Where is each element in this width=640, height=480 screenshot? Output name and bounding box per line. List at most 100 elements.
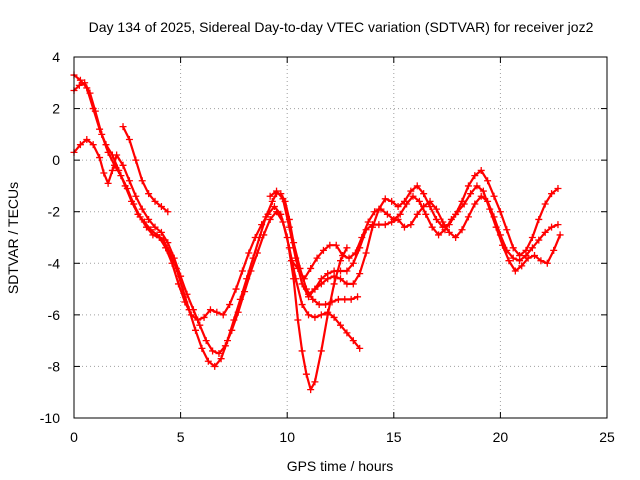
- data-point: [467, 190, 475, 198]
- data-point: [531, 252, 539, 260]
- data-point: [247, 267, 255, 275]
- y-tick-labels: 4 2 0 -2 -4 -6 -8 -10: [40, 49, 60, 426]
- x-tick-label: 15: [386, 429, 402, 445]
- data-point: [356, 270, 364, 278]
- series-track-6: [305, 166, 562, 298]
- data-point: [273, 187, 281, 195]
- data-point: [454, 208, 462, 216]
- data-point: [138, 177, 146, 185]
- data-point: [354, 293, 362, 301]
- data-point: [334, 295, 342, 303]
- data-point: [535, 215, 543, 223]
- data-point: [168, 259, 176, 267]
- data-point: [145, 190, 153, 198]
- data-point: [226, 301, 234, 309]
- data-point: [177, 272, 185, 280]
- data-point: [368, 223, 376, 231]
- data-point: [471, 172, 479, 180]
- data-point: [317, 280, 325, 288]
- data-point: [198, 344, 206, 352]
- data-point: [396, 210, 404, 218]
- data-point: [307, 386, 315, 394]
- data-point: [268, 197, 276, 205]
- y-tick-label: -10: [40, 410, 60, 426]
- y-tick-label: -8: [48, 358, 61, 374]
- data-point: [209, 347, 217, 355]
- data-point: [337, 257, 344, 265]
- data-point: [358, 234, 366, 241]
- data-point: [200, 313, 208, 321]
- data-point: [447, 215, 455, 223]
- data-point: [302, 370, 310, 378]
- data-point: [83, 136, 91, 144]
- data-point: [108, 166, 116, 174]
- data-point: [89, 141, 97, 149]
- y-tick-label: 0: [52, 152, 60, 168]
- series-track-4: [119, 123, 172, 216]
- data-point: [337, 321, 344, 329]
- y-tick-label: -2: [48, 204, 61, 220]
- data-point: [471, 200, 479, 208]
- data-point: [157, 203, 165, 211]
- y-tick-label: -6: [48, 307, 61, 323]
- data-point: [548, 223, 556, 231]
- data-point: [283, 234, 291, 241]
- data-point: [337, 275, 344, 283]
- y-tick-label: 2: [52, 101, 60, 117]
- data-point: [435, 231, 443, 239]
- data-point: [422, 210, 430, 218]
- data-point: [479, 187, 487, 195]
- data-point: [337, 267, 344, 275]
- data-point: [119, 161, 127, 169]
- data-point: [309, 295, 317, 303]
- data-point: [343, 244, 351, 252]
- series-layer: [70, 71, 564, 394]
- data-point: [155, 234, 163, 241]
- x-tick-label: 5: [177, 429, 185, 445]
- data-point: [187, 311, 195, 319]
- data-point: [192, 326, 200, 334]
- data-point: [132, 192, 140, 200]
- data-point: [330, 272, 338, 280]
- data-point: [113, 151, 121, 159]
- data-point: [341, 295, 349, 303]
- data-point: [305, 290, 313, 298]
- y-axis-label: SDTVAR / TECUs: [5, 182, 21, 294]
- data-point: [554, 185, 562, 193]
- data-point: [420, 190, 428, 198]
- data-point: [136, 213, 144, 221]
- data-point: [157, 228, 165, 236]
- data-point: [76, 141, 84, 149]
- data-point: [377, 205, 385, 213]
- data-point: [98, 130, 106, 138]
- data-point: [76, 76, 84, 84]
- data-point: [315, 301, 323, 309]
- data-point: [403, 200, 411, 208]
- data-point: [300, 275, 308, 283]
- data-point: [298, 301, 306, 309]
- data-point: [132, 156, 140, 164]
- data-point: [381, 221, 389, 229]
- data-point: [219, 311, 227, 319]
- data-point: [307, 264, 315, 272]
- data-point: [228, 326, 236, 334]
- series-line: [72, 138, 361, 355]
- data-point: [452, 234, 460, 241]
- data-point: [213, 308, 221, 316]
- data-point: [524, 254, 532, 262]
- data-point: [426, 203, 434, 211]
- data-point: [117, 172, 125, 180]
- data-point: [130, 200, 138, 208]
- data-point: [349, 259, 357, 267]
- data-point: [221, 342, 229, 350]
- data-point: [287, 257, 295, 265]
- data-point: [511, 267, 519, 275]
- data-point: [100, 169, 108, 177]
- data-point: [503, 226, 511, 234]
- data-point: [541, 200, 549, 208]
- data-point: [349, 280, 357, 288]
- data-point: [96, 154, 104, 162]
- data-point: [162, 244, 170, 252]
- data-point: [390, 215, 398, 223]
- data-point: [400, 223, 408, 231]
